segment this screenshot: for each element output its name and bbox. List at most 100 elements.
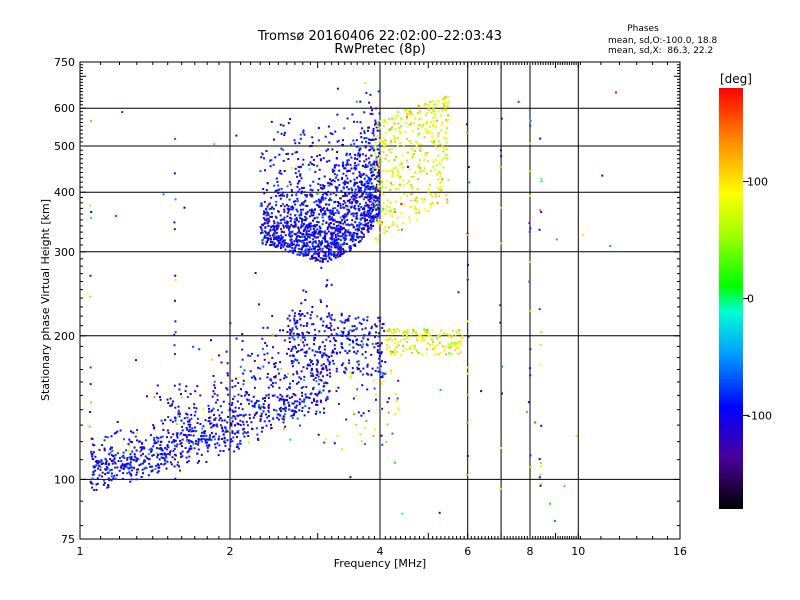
- data-point: [501, 365, 504, 368]
- data-point: [333, 328, 336, 331]
- data-point: [342, 217, 345, 220]
- data-point: [173, 447, 176, 450]
- data-point: [391, 351, 394, 353]
- data-point: [529, 227, 532, 230]
- data-point: [286, 185, 289, 188]
- data-point: [540, 462, 542, 464]
- data-point: [205, 434, 208, 437]
- data-point: [406, 329, 409, 332]
- data-point: [123, 456, 126, 459]
- data-point: [317, 139, 320, 142]
- data-point: [373, 168, 376, 171]
- data-point: [432, 166, 435, 168]
- data-point: [214, 417, 217, 420]
- data-point: [172, 440, 175, 443]
- data-point: [349, 153, 352, 155]
- data-point: [370, 217, 373, 220]
- legend-x-stats: mean, sd,X: 86.3, 22.2: [608, 46, 713, 56]
- data-point: [318, 205, 321, 208]
- data-point: [357, 205, 360, 208]
- data-point: [200, 431, 203, 434]
- chart-title: Tromsø 20160406 22:02:00–22:03:43: [257, 29, 502, 44]
- data-point: [379, 344, 382, 347]
- data-point: [337, 386, 340, 389]
- data-point: [167, 446, 170, 449]
- data-point: [102, 483, 105, 486]
- data-point: [360, 230, 363, 233]
- data-point: [391, 148, 394, 151]
- data-point: [426, 342, 429, 345]
- data-point: [306, 194, 309, 197]
- data-point: [274, 362, 277, 364]
- data-point: [339, 252, 342, 255]
- data-point: [443, 102, 445, 105]
- data-point: [339, 239, 342, 242]
- data-point: [389, 201, 392, 204]
- data-point: [322, 184, 324, 187]
- y-tick-label: 300: [54, 246, 75, 259]
- data-point: [331, 238, 333, 241]
- data-point: [351, 367, 354, 370]
- data-point: [418, 159, 421, 161]
- data-point: [319, 299, 322, 302]
- data-point: [374, 121, 377, 124]
- data-point: [323, 411, 326, 414]
- data-point: [332, 232, 335, 235]
- data-point: [327, 254, 330, 257]
- data-point: [378, 169, 380, 172]
- data-point: [316, 155, 319, 158]
- data-point: [549, 502, 551, 505]
- data-point: [428, 335, 431, 337]
- data-point: [188, 419, 191, 422]
- data-point: [371, 325, 373, 328]
- data-point: [304, 237, 307, 240]
- data-point: [165, 467, 168, 470]
- data-point: [293, 243, 296, 246]
- data-point: [367, 221, 370, 224]
- data-point: [400, 212, 403, 215]
- data-point: [194, 390, 197, 393]
- data-point: [343, 327, 346, 330]
- data-point: [346, 319, 349, 322]
- data-point: [361, 231, 364, 234]
- data-point: [293, 317, 296, 320]
- data-point: [316, 228, 319, 231]
- data-point: [367, 182, 370, 185]
- data-point: [373, 160, 376, 163]
- data-point: [230, 404, 233, 406]
- data-point: [323, 345, 326, 348]
- data-point: [129, 463, 132, 466]
- data-point: [331, 210, 334, 213]
- data-point: [239, 419, 242, 422]
- data-point: [377, 189, 380, 192]
- data-point: [304, 226, 307, 229]
- data-point: [162, 463, 165, 466]
- data-point: [367, 178, 370, 181]
- data-point: [328, 222, 331, 225]
- data-point: [225, 428, 228, 431]
- data-point: [361, 214, 364, 217]
- data-point: [159, 441, 162, 443]
- data-point: [208, 420, 211, 423]
- data-point: [349, 339, 351, 341]
- data-point: [529, 466, 532, 468]
- data-point: [182, 433, 185, 436]
- data-point: [331, 227, 334, 230]
- data-point: [364, 356, 367, 359]
- data-point: [319, 260, 322, 263]
- data-point: [340, 345, 343, 348]
- data-point: [413, 199, 416, 202]
- data-point: [374, 214, 377, 217]
- data-point: [381, 323, 384, 326]
- data-point: [259, 226, 262, 228]
- data-point: [424, 154, 427, 157]
- data-point: [417, 352, 420, 354]
- data-point: [301, 224, 304, 227]
- data-point: [190, 440, 192, 443]
- data-point: [348, 246, 351, 249]
- data-point: [142, 446, 145, 449]
- data-point: [278, 386, 281, 389]
- data-point: [383, 232, 386, 234]
- data-point: [437, 135, 440, 138]
- data-point: [332, 212, 335, 215]
